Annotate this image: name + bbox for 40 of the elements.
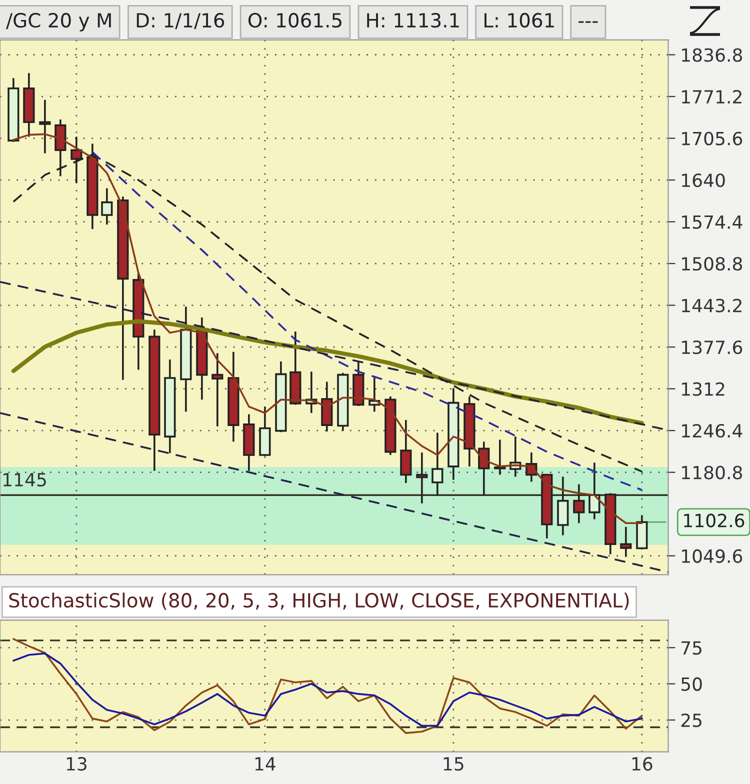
y-tick-label: 1508.8 bbox=[682, 256, 742, 271]
x-tick-label: 14 bbox=[255, 757, 276, 770]
chart-title: /GC 20 y M bbox=[6, 12, 111, 32]
candlestick bbox=[478, 440, 490, 496]
text: --- bbox=[578, 21, 598, 23]
candlestick bbox=[39, 98, 51, 154]
y-tick-label: 1180.8 bbox=[682, 466, 742, 480]
candlestick bbox=[620, 526, 632, 558]
x-tick-label: 13 bbox=[66, 757, 86, 771]
y-tick-label: 1574.4 bbox=[682, 215, 742, 229]
candlestick bbox=[101, 187, 113, 226]
y-tick-label: 1836.8 bbox=[682, 48, 742, 62]
text: L: 1061 bbox=[484, 12, 554, 28]
y-tick-label: 1640 bbox=[682, 173, 725, 188]
y-tick-label: 1246.4 bbox=[682, 424, 742, 438]
text: D: 1/1/16 bbox=[136, 12, 224, 30]
y-tick-label: 1312 bbox=[682, 382, 724, 396]
annotation: 1102.6 bbox=[684, 514, 744, 528]
y-tick-label: 1049.6 bbox=[682, 549, 742, 563]
line-series bbox=[12, 638, 643, 734]
candlestick bbox=[573, 483, 585, 524]
text: H: 1113.1 bbox=[367, 12, 459, 28]
y-tick-label: 75 bbox=[682, 641, 702, 655]
candlestick bbox=[212, 352, 224, 428]
x-tick-label: 16 bbox=[632, 757, 652, 771]
chart-title: StochasticSlow (80, 20, 5, 3, HIGH, LOW, CLOSE, EXPONENTIAL) bbox=[9, 592, 629, 610]
y-tick-label: 1771.2 bbox=[682, 90, 742, 104]
candlestick bbox=[432, 432, 444, 496]
text: O: 1061.5 bbox=[248, 12, 342, 28]
candlestick bbox=[494, 438, 506, 476]
y-tick-label: 1443.2 bbox=[682, 298, 742, 312]
ref-line-label: 1145 bbox=[4, 473, 46, 487]
y-tick-label: 50 bbox=[681, 677, 702, 691]
line-series bbox=[12, 652, 643, 727]
x-tick-label: 15 bbox=[444, 757, 464, 771]
y-tick-label: 1705.6 bbox=[682, 132, 742, 146]
line-series bbox=[92, 151, 643, 491]
y-tick-label: 1377.6 bbox=[682, 340, 742, 354]
y-tick-label: 25 bbox=[681, 713, 702, 728]
candlestick bbox=[416, 452, 428, 504]
